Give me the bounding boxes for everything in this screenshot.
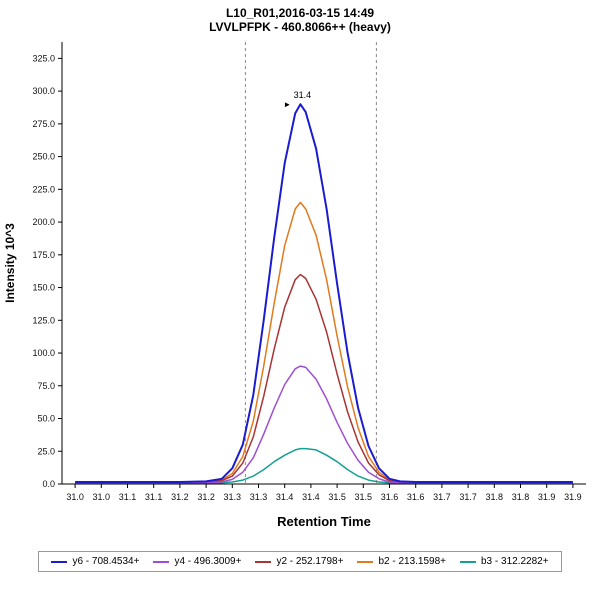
y-tick-label: 100.0 [32, 348, 55, 358]
x-tick-label: 31.1 [119, 492, 137, 502]
x-tick-label: 31.7 [459, 492, 477, 502]
x-tick-label: 31.1 [145, 492, 163, 502]
y-tick-label: 200.0 [32, 217, 55, 227]
y-tick-label: 225.0 [32, 184, 55, 194]
y-tick-label: 125.0 [32, 315, 55, 325]
y-tick-label: 175.0 [32, 250, 55, 260]
y-axis-title: Intensity 10^3 [3, 223, 17, 303]
x-tick-label: 31.4 [302, 492, 320, 502]
y-tick-label: 300.0 [32, 86, 55, 96]
x-tick-label: 31.2 [197, 492, 215, 502]
x-tick-label: 31.9 [564, 492, 582, 502]
x-tick-label: 31.3 [250, 492, 268, 502]
series-line [75, 365, 573, 484]
legend-line-swatch-icon [255, 560, 272, 563]
chart-title: L10_R01,2016-03-15 14:49 [225, 6, 375, 20]
legend-label: y6 - 708.4534+ [72, 556, 140, 567]
x-tick-label: 31.5 [355, 492, 373, 502]
x-tick-label: 31.8 [486, 492, 504, 502]
chart-header: L10_R01,2016-03-15 14:49 LVVLPFPK - 460.… [0, 0, 600, 34]
x-tick-label: 31.2 [171, 492, 189, 502]
legend-label: y2 - 252.1798+ [276, 556, 344, 567]
y-tick-label: 25.0 [37, 446, 55, 456]
x-tick-label: 31.0 [93, 492, 111, 502]
x-tick-label: 31.9 [538, 492, 556, 502]
y-tick-label: 250.0 [32, 152, 55, 162]
legend-item: y6 - 708.4534+ [51, 556, 139, 567]
legend: y6 - 708.4534+ y4 - 496.3009+ y2 - 252.179… [38, 551, 562, 572]
y-tick-label: 325.0 [32, 53, 55, 63]
x-tick-label: 31.6 [381, 492, 399, 502]
x-tick-label: 31.7 [433, 492, 451, 502]
legend-wrap: y6 - 708.4534+ y4 - 496.3009+ y2 - 252.179… [0, 551, 600, 572]
plot-area[interactable]: 0.0 25.0 50.0 75.0 100.0 125.0 150.0 175.0 200.0… [32, 42, 586, 502]
legend-item: y2 - 252.1798+ [255, 556, 343, 567]
legend-line-swatch-icon [460, 560, 476, 563]
peak-annotation-arrow-icon: ► [283, 100, 291, 109]
peak-annotation-label: 31.4 [294, 90, 312, 100]
y-tick-label: 0.0 [42, 479, 55, 489]
legend-item: y4 - 496.3009+ [153, 556, 241, 567]
x-tick-label: 31.3 [224, 492, 242, 502]
series-line [75, 273, 573, 484]
x-tick-label: 31.6 [407, 492, 425, 502]
chart-subtitle: LVVLPFPK - 460.8066++ (heavy) [209, 20, 391, 34]
series-line [75, 447, 573, 484]
legend-item: b2 - 213.1598+ [357, 556, 446, 567]
x-tick-label: 31.5 [328, 492, 346, 502]
chromatogram-chart[interactable]: Intensity 10^3 Retention Time 0.0 25.0 50.… [0, 34, 600, 549]
series-line [75, 103, 573, 483]
legend-label: y4 - 496.3009+ [174, 556, 242, 567]
y-tick-label: 150.0 [32, 283, 55, 293]
legend-line-swatch-icon [51, 560, 68, 563]
y-tick-label: 50.0 [37, 414, 55, 424]
x-tick-label: 31.4 [276, 492, 294, 502]
legend-item: b3 - 312.2282+ [460, 556, 549, 567]
legend-line-swatch-icon [153, 560, 170, 563]
x-axis-title: Retention Time [277, 514, 371, 529]
y-tick-label: 75.0 [37, 381, 55, 391]
legend-line-swatch-icon [357, 560, 374, 563]
x-tick-label: 31.0 [66, 492, 84, 502]
x-tick-label: 31.8 [512, 492, 530, 502]
series-line [75, 201, 573, 484]
legend-label: b2 - 213.1598+ [378, 556, 446, 567]
y-tick-label: 275.0 [32, 119, 55, 129]
legend-label: b3 - 312.2282+ [481, 556, 549, 567]
